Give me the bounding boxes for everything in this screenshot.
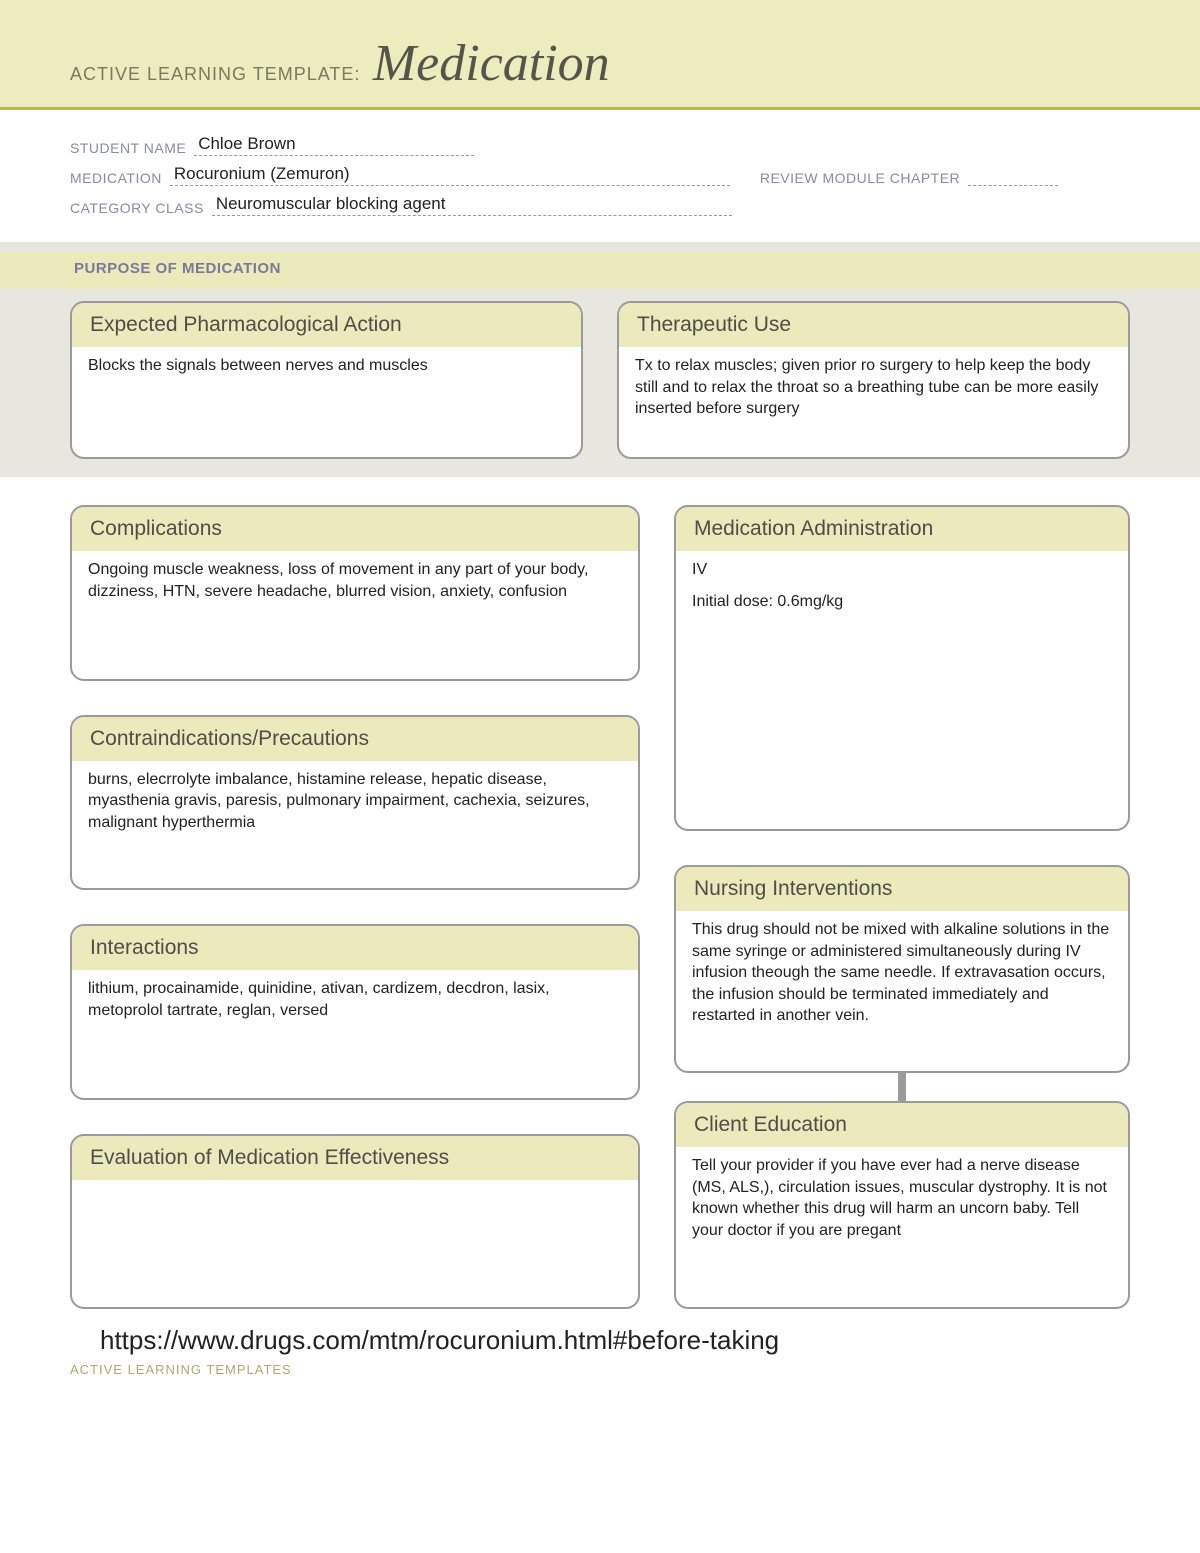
card-header-client-ed: Client Education: [676, 1103, 1128, 1147]
page-root: ACTIVE LEARNING TEMPLATE: Medication STU…: [0, 0, 1200, 1417]
card-contraindications: Contraindications/Precautions burns, ele…: [70, 715, 640, 891]
medication-value: Rocuronium (Zemuron): [170, 164, 730, 186]
card-nursing-interventions: Nursing Interventions This drug should n…: [674, 865, 1130, 1073]
right-connected-stack: Nursing Interventions This drug should n…: [674, 865, 1130, 1309]
card-body-therapeutic: Tx to relax muscles; given prior ro surg…: [619, 347, 1128, 457]
medication-field: MEDICATION Rocuronium (Zemuron): [70, 164, 730, 186]
header-prefix: ACTIVE LEARNING TEMPLATE:: [70, 64, 360, 85]
card-header-complications: Complications: [72, 507, 638, 551]
category-class-value: Neuromuscular blocking agent: [212, 194, 732, 216]
meta-block: STUDENT NAME Chloe Brown MEDICATION Rocu…: [0, 110, 1200, 242]
card-header-therapeutic: Therapeutic Use: [619, 303, 1128, 347]
student-name-field: STUDENT NAME Chloe Brown: [70, 134, 474, 156]
footer-url: https://www.drugs.com/mtm/rocuronium.htm…: [0, 1319, 1200, 1358]
card-therapeutic-use: Therapeutic Use Tx to relax muscles; giv…: [617, 301, 1130, 459]
card-medication-administration: Medication Administration IV Initial dos…: [674, 505, 1130, 831]
purpose-section: PURPOSE OF MEDICATION Expected Pharmacol…: [0, 242, 1200, 477]
card-body-complications: Ongoing muscle weakness, loss of movemen…: [72, 551, 638, 671]
review-chapter-label: REVIEW MODULE CHAPTER: [760, 170, 968, 186]
left-column: Complications Ongoing muscle weakness, l…: [70, 505, 640, 1309]
medication-label: MEDICATION: [70, 170, 170, 186]
card-body-administration: IV Initial dose: 0.6mg/kg: [676, 551, 1128, 751]
review-chapter-field: REVIEW MODULE CHAPTER: [760, 170, 1058, 186]
category-class-field: CATEGORY CLASS Neuromuscular blocking ag…: [70, 194, 732, 216]
card-client-education: Client Education Tell your provider if y…: [674, 1101, 1130, 1309]
card-header-nursing: Nursing Interventions: [676, 867, 1128, 911]
card-pharmacological-action: Expected Pharmacological Action Blocks t…: [70, 301, 583, 459]
administration-line-1: IV: [692, 559, 1112, 581]
card-body-evaluation: [72, 1180, 638, 1310]
student-name-value: Chloe Brown: [194, 134, 474, 156]
card-header-administration: Medication Administration: [676, 507, 1128, 551]
card-header-pharm: Expected Pharmacological Action: [72, 303, 581, 347]
card-connector: [898, 1073, 906, 1101]
card-complications: Complications Ongoing muscle weakness, l…: [70, 505, 640, 681]
purpose-section-title: PURPOSE OF MEDICATION: [0, 252, 1200, 289]
category-class-label: CATEGORY CLASS: [70, 200, 212, 216]
card-body-nursing: This drug should not be mixed with alkal…: [676, 911, 1128, 1073]
card-interactions: Interactions lithium, procainamide, quin…: [70, 924, 640, 1100]
review-chapter-value: [968, 184, 1058, 186]
header-title: Medication: [373, 34, 610, 93]
administration-line-2: Initial dose: 0.6mg/kg: [692, 591, 1112, 613]
header-band: ACTIVE LEARNING TEMPLATE: Medication: [0, 0, 1200, 110]
card-header-interactions: Interactions: [72, 926, 638, 970]
card-body-client-ed: Tell your provider if you have ever had …: [676, 1147, 1128, 1297]
card-body-interactions: lithium, procainamide, quinidine, ativan…: [72, 970, 638, 1090]
card-evaluation: Evaluation of Medication Effectiveness: [70, 1134, 640, 1310]
footer-label: ACTIVE LEARNING TEMPLATES: [0, 1358, 1200, 1397]
card-body-pharm: Blocks the signals between nerves and mu…: [72, 347, 581, 457]
card-header-contraindications: Contraindications/Precautions: [72, 717, 638, 761]
card-header-evaluation: Evaluation of Medication Effectiveness: [72, 1136, 638, 1180]
content-area: Complications Ongoing muscle weakness, l…: [0, 477, 1200, 1319]
right-column: Medication Administration IV Initial dos…: [674, 505, 1130, 1309]
student-name-label: STUDENT NAME: [70, 140, 194, 156]
card-body-contraindications: burns, elecrrolyte imbalance, histamine …: [72, 761, 638, 881]
